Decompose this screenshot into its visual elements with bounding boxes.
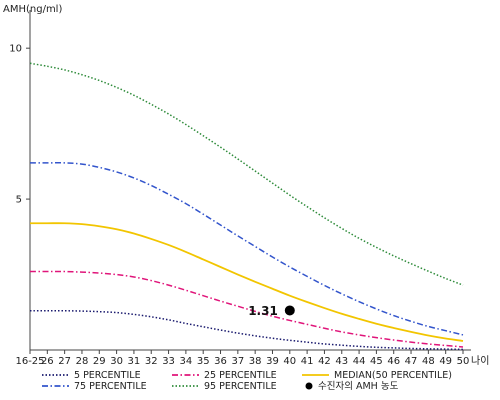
legend-label: 75 PERCENTILE xyxy=(74,381,147,392)
legend-label: 95 PERCENTILE xyxy=(204,381,277,392)
y-tick-label: 10 xyxy=(9,44,22,55)
x-tick-label: 33 xyxy=(162,356,175,367)
x-tick-label: 30 xyxy=(110,356,123,367)
y-axis-title: AMH(ng/ml) xyxy=(3,4,62,15)
x-tick-label: 29 xyxy=(93,356,106,367)
patient-amh-marker xyxy=(284,305,295,316)
x-tick-label: 46 xyxy=(387,356,400,367)
x-tick-label: 37 xyxy=(231,356,244,367)
series-line-5-percentile xyxy=(30,309,464,351)
x-tick-label: 43 xyxy=(335,356,348,367)
series-line-median-50-percentile xyxy=(29,222,464,342)
series-line-75-percentile xyxy=(30,162,464,336)
x-tick-label: 35 xyxy=(197,356,210,367)
x-tick-label: 31 xyxy=(128,356,141,367)
legend-marker-dot xyxy=(305,382,313,390)
patient-amh-value-label: 1.31 xyxy=(248,304,278,318)
x-tick-label: 48 xyxy=(422,356,435,367)
x-tick-label: 47 xyxy=(405,356,418,367)
x-tick-label: 39 xyxy=(266,356,279,367)
x-tick-label: 42 xyxy=(318,356,331,367)
series-line-25-percentile xyxy=(30,270,464,348)
x-tick-label: 45 xyxy=(370,356,383,367)
legend-label: MEDIAN(50 PERCENTILE) xyxy=(334,370,452,381)
x-tick-label: 41 xyxy=(301,356,314,367)
x-tick-label: 27 xyxy=(58,356,71,367)
x-tick-label: 50 xyxy=(457,356,470,367)
x-tick-label: 44 xyxy=(353,356,366,367)
legend-label: 25 PERCENTILE xyxy=(204,370,277,381)
legend-label: 5 PERCENTILE xyxy=(74,370,141,381)
marker-layer: 1.31 xyxy=(248,304,295,318)
x-axis-title: 나이 xyxy=(471,355,489,367)
x-tick-label: 28 xyxy=(76,356,89,367)
x-tick-label: 34 xyxy=(180,356,193,367)
x-tick-label: 26 xyxy=(41,356,54,367)
y-tick-label: 5 xyxy=(16,195,22,206)
series-layer xyxy=(29,62,464,351)
x-tick-label: 36 xyxy=(214,356,227,367)
x-tick-label: 40 xyxy=(283,356,296,367)
x-tick-label: 49 xyxy=(439,356,452,367)
series-line-95-percentile xyxy=(29,62,464,286)
x-tick-label: 32 xyxy=(145,356,158,367)
legend-marker-label: 수진자의 AMH 농도 xyxy=(318,381,399,392)
x-tick-label: 16-25 xyxy=(15,356,44,367)
x-tick-label: 38 xyxy=(249,356,262,367)
legend: 5 PERCENTILE 25 PERCENTILE MEDIAN(50 PERCE… xyxy=(42,370,452,392)
